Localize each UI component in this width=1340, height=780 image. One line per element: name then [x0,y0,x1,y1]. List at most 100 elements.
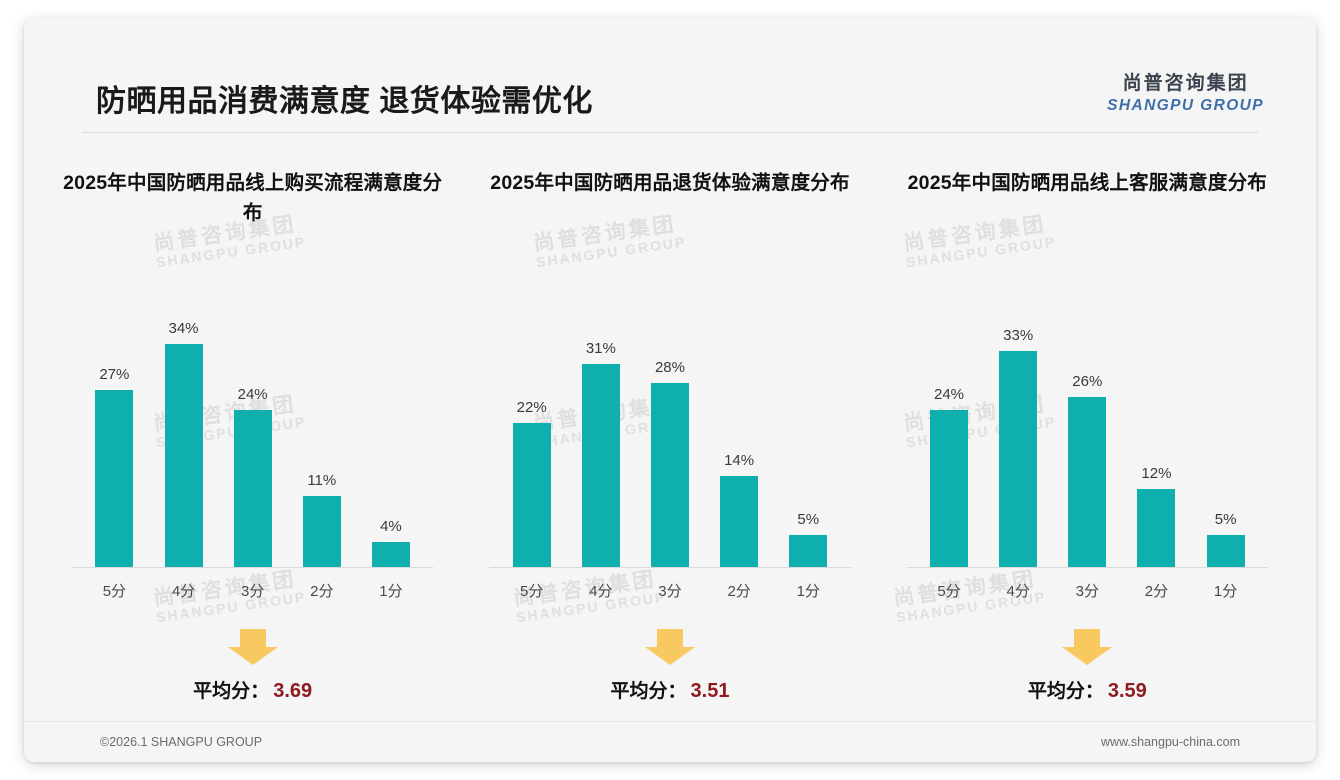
copyright-text: ©2026.1 SHANGPU GROUP [100,735,263,749]
bar-column: 4% [361,278,422,568]
down-arrow-icon [227,629,278,665]
average-score-text: 平均分： 3.59 [1028,676,1147,703]
chart-panel-return-experience: 2025年中国防晒用品退货体验满意度分布 22% 31% 28% [461,168,878,703]
bar-column: 14% [709,278,770,568]
average-score-value: 3.59 [1107,680,1147,702]
bar [720,475,759,568]
bar-value-label: 4% [380,517,402,535]
bar [512,423,551,568]
x-tick-label: 2分 [310,583,334,600]
x-tick-label: 5分 [520,583,544,600]
bar-value-label: 14% [724,451,755,469]
bar-value-label: 22% [516,399,547,416]
slide-footer: ©2026.1 SHANGPU GROUP www.shangpu-china.… [24,722,1316,762]
x-tick-label: 4分 [171,583,196,600]
x-axis-labels: 5分 4分 3分 2分 1分 [72,580,433,601]
bar-value-label: 11% [307,471,337,489]
bar-value-label: 24% [934,385,965,403]
x-axis-line [906,567,1268,568]
bar [930,409,969,568]
bar-column: 28% [640,278,701,568]
average-score-value: 3.69 [273,680,313,702]
x-tick-label: 4分 [589,583,613,600]
charts-row: 2025年中国防晒用品线上购买流程满意度分布 27% 34% 24% [44,168,1296,703]
down-arrow-icon [644,629,695,665]
bar-value-label: 34% [168,319,199,337]
chart-title: 2025年中国防晒用品线上客服满意度分布 [907,172,1268,194]
x-axis-labels: 5分 4分 3分 2分 1分 [907,580,1268,601]
header-divider [82,132,1258,133]
bar-value-label: 28% [654,359,685,377]
slide-header: 防晒用品消费满意度 退货体验需优化 尚普咨询集团 SHANGPU GROUP [24,18,1316,128]
bar [581,363,620,568]
bar-series: 27% 34% 24% 11% [72,278,433,568]
x-tick-label: 5分 [102,583,127,600]
bar-chart: 22% 31% 28% 14% [489,278,851,568]
bar [1068,396,1107,568]
bar-chart: 24% 33% 26% 12% [906,278,1268,568]
footer-divider [24,721,1316,722]
bar-value-label: 27% [99,366,130,384]
bar-value-label: 26% [1072,372,1103,390]
bar-column: 34% [153,278,214,568]
bar-chart: 27% 34% 24% 11% [72,278,434,568]
bar-series: 22% 31% 28% 14% [489,278,850,568]
slide-canvas: 尚普咨询集团 SHANGPU GROUP 尚普咨询集团 SHANGPU GROU… [24,18,1316,762]
bar-value-label: 24% [237,385,268,403]
x-tick-label: 3分 [658,583,682,600]
bar [233,409,272,568]
x-tick-label: 5分 [937,583,961,600]
bar-column: 12% [1126,278,1187,568]
x-axis-line [72,567,434,568]
bar [371,541,410,568]
bar-column: 24% [222,278,283,568]
bar-column: 31% [570,278,631,568]
x-tick-label: 3分 [240,583,265,600]
average-score-value: 3.51 [690,680,730,702]
bar-value-label: 5% [1214,511,1237,529]
bar [302,495,341,568]
x-tick-label: 1分 [796,583,820,600]
bar-value-label: 31% [585,339,616,357]
average-score-label: 平均分： [193,681,270,702]
logo-text-cn: 尚普咨询集团 [1122,73,1249,94]
average-score-text: 平均分： 3.69 [193,676,312,703]
bar-column: 24% [919,278,980,568]
bar [164,343,203,568]
bar-value-label: 33% [1003,326,1034,344]
bar [999,350,1038,568]
bar-column: 11% [291,278,352,568]
average-score-block: 平均分： 3.51 [461,627,878,703]
average-score-block: 平均分： 3.59 [879,627,1296,703]
page-title: 防晒用品消费满意度 退货体验需优化 [96,85,593,118]
x-axis-labels: 5分 4分 3分 2分 1分 [489,580,850,601]
average-score-label: 平均分： [1027,681,1104,702]
bar [1137,488,1176,568]
chart-panel-customer-service: 2025年中国防晒用品线上客服满意度分布 24% 33% 26% [879,168,1296,703]
x-tick-label: 1分 [379,583,403,600]
bar [1206,535,1245,568]
x-tick-label: 3分 [1075,583,1099,600]
logo-text-en: SHANGPU GROUP [1107,97,1264,114]
x-axis-line [489,567,851,568]
website-link[interactable]: www.shangpu-china.com [1101,735,1240,749]
average-score-block: 平均分： 3.69 [44,627,461,703]
bar [789,535,828,568]
bar-value-label: 12% [1141,464,1172,482]
bar-column: 33% [988,278,1049,568]
bar-value-label: 5% [797,511,820,529]
bar [95,390,134,568]
chart-title: 2025年中国防晒用品线上购买流程满意度分布 [63,172,443,224]
x-tick-label: 2分 [1144,583,1169,600]
average-score-text: 平均分： 3.51 [611,676,730,703]
bar-column: 26% [1057,278,1118,568]
bar-column: 5% [778,278,839,568]
bar-series: 24% 33% 26% 12% [907,278,1268,568]
bar-column: 27% [84,278,145,568]
down-arrow-icon [1062,629,1113,665]
chart-panel-purchase-flow: 2025年中国防晒用品线上购买流程满意度分布 27% 34% 24% [44,168,461,703]
x-tick-label: 2分 [727,583,751,600]
chart-title: 2025年中国防晒用品退货体验满意度分布 [490,172,850,194]
x-tick-label: 1分 [1213,583,1238,600]
average-score-label: 平均分： [610,681,687,702]
